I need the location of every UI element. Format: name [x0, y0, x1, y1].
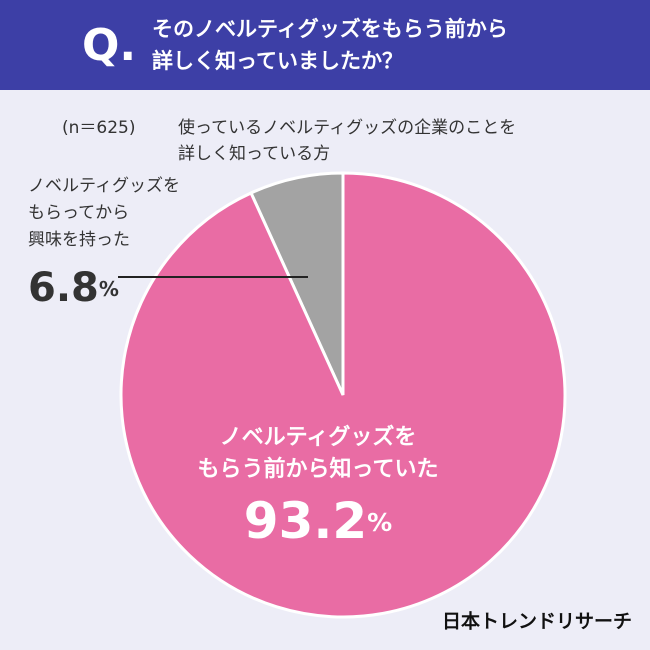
subtitle-line: 使っているノベルティグッズの企業のことを — [178, 117, 516, 138]
value-number: 6.8 — [28, 265, 99, 311]
pie-slice — [119, 171, 567, 619]
value-unit: % — [99, 277, 119, 301]
header-band — [0, 0, 650, 90]
value-number: 93.2 — [244, 492, 367, 550]
sample-size: (n＝625) — [62, 118, 136, 138]
slice-label: ノベルティグッズを — [28, 176, 180, 196]
slice-label: もらう前から知っていた — [198, 456, 439, 482]
source-logo: 日本トレンドリサーチ — [442, 610, 632, 633]
question-mark: Q. — [82, 20, 136, 71]
title-line: 詳しく知っていましたか？ — [152, 49, 403, 73]
pie — [119, 171, 567, 619]
value-label: 93.2% — [244, 492, 392, 550]
subtitle-line: 詳しく知っている方 — [178, 144, 330, 164]
value-label: 6.8% — [28, 265, 119, 311]
slice-label: 興味を持った — [28, 230, 130, 250]
title-line: そのノベルティグッズをもらう前から — [152, 17, 508, 41]
slice-label: もらってから — [28, 203, 129, 223]
value-unit: % — [367, 508, 392, 537]
slice-label: ノベルティグッズを — [220, 424, 417, 450]
